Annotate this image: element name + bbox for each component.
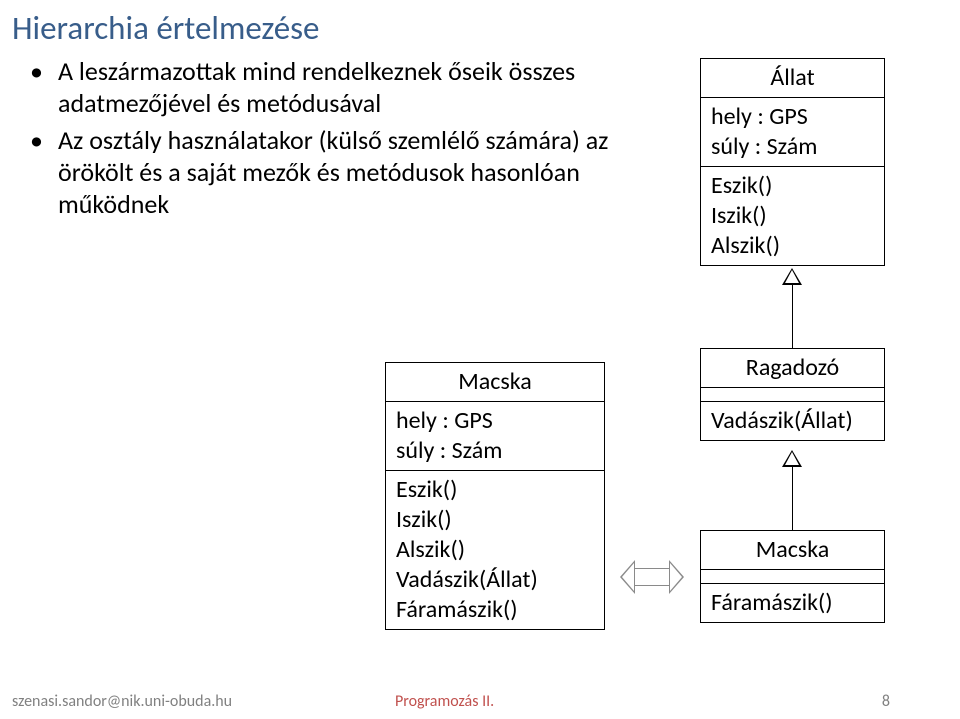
uml-op: Fáramászik() [396,595,594,625]
uml-attr: súly : Szám [711,132,874,162]
uml-op: Alszik() [396,535,594,565]
uml-op: Eszik() [711,171,874,201]
uml-op: Vadászik(Állat) [711,406,874,436]
bullet-text: Az osztály használatakor (külső szemlélő… [58,125,620,220]
footer-course: Programozás II. [395,692,494,711]
uml-class-attrs: hely : GPS súly : Szám [386,402,604,471]
uml-class-attrs [701,570,884,584]
uml-class-ops: Eszik() Iszik() Alszik() [701,167,884,265]
uml-op: Fáramászik() [711,588,874,618]
uml-attr: hely : GPS [711,102,874,132]
uml-op: Eszik() [396,475,594,505]
footer-author: szenasi.sandor@nik.uni-obuda.hu [12,692,232,711]
uml-class-name: Ragadozó [701,349,884,388]
uml-class-macska-flat: Macska hely : GPS súly : Szám Eszik() Is… [385,362,605,630]
uml-class-allat: Állat hely : GPS súly : Szám Eszik() Isz… [700,58,885,266]
uml-class-ops: Fáramászik() [701,584,884,622]
uml-class-name: Macska [701,531,884,570]
bullet-list: • A leszármazottak mind rendelkeznek őse… [30,56,620,227]
uml-attr: hely : GPS [396,406,594,436]
equivalence-double-arrow [620,560,684,594]
bullet-dot: • [30,125,58,220]
uml-class-ragadozo: Ragadozó Vadászik(Állat) [700,348,885,441]
uml-op: Iszik() [396,505,594,535]
bullet-item: • A leszármazottak mind rendelkeznek őse… [30,56,620,119]
uml-class-name: Macska [386,363,604,402]
slide: Hierarchia értelmezése • A leszármazotta… [0,0,960,719]
bullet-dot: • [30,56,58,119]
footer-page: 8 [882,692,890,711]
inheritance-line [792,283,793,348]
uml-class-ops: Eszik() Iszik() Alszik() Vadászik(Állat)… [386,471,604,629]
inheritance-arrowhead [782,450,802,467]
uml-op: Vadászik(Állat) [396,565,594,595]
bullet-item: • Az osztály használatakor (külső szemlé… [30,125,620,220]
slide-title: Hierarchia értelmezése [12,8,319,48]
inheritance-line [792,465,793,530]
uml-op: Iszik() [711,201,874,231]
uml-op: Alszik() [711,231,874,261]
uml-class-name: Állat [701,59,884,98]
bullet-text: A leszármazottak mind rendelkeznek őseik… [58,56,620,119]
uml-class-attrs [701,388,884,402]
inheritance-arrowhead [782,268,802,285]
uml-class-macska-small: Macska Fáramászik() [700,530,885,623]
uml-attr: súly : Szám [396,436,594,466]
uml-class-attrs: hely : GPS súly : Szám [701,98,884,167]
uml-class-ops: Vadászik(Állat) [701,402,884,440]
